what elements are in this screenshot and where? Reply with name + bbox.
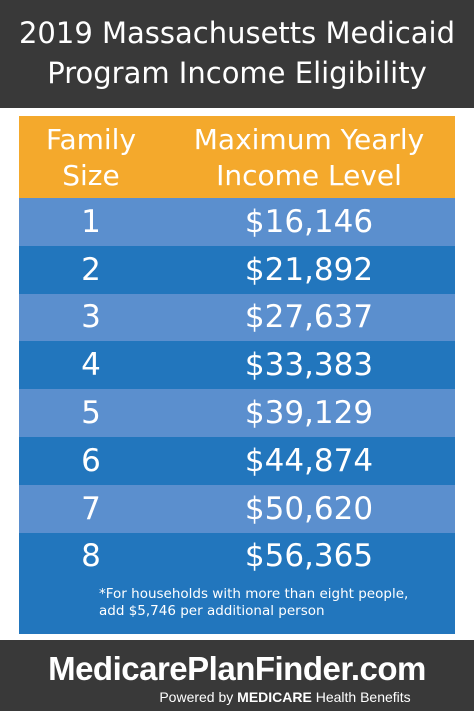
footnote: *For households with more than eight peo… <box>19 580 455 635</box>
family-size-cell: 4 <box>81 347 101 384</box>
family-size-cell: 2 <box>81 251 101 288</box>
income-cell: $33,383 <box>244 347 374 384</box>
table-row: 4 $33,383 <box>19 341 455 390</box>
income-cell: $27,637 <box>244 299 374 336</box>
family-size-cell: 6 <box>81 442 101 479</box>
income-cell: $16,146 <box>244 203 374 240</box>
eligibility-table: Family Size Maximum Yearly Income Level … <box>19 116 455 635</box>
title-line-1: 2019 Massachusetts Medicaid <box>18 16 456 50</box>
income-cell: $39,129 <box>244 395 374 432</box>
footnote-line-2: add $5,746 per additional person <box>99 603 325 620</box>
table-row: 3 $27,637 <box>19 293 455 342</box>
table-row: 8 $56,365 <box>19 532 455 581</box>
table-row: 5 $39,129 <box>19 389 455 437</box>
family-size-cell: 8 <box>81 538 101 575</box>
family-size-cell: 1 <box>81 203 101 240</box>
table-row: 2 $21,892 <box>19 245 455 294</box>
family-size-cell: 7 <box>81 490 101 527</box>
table-row: 6 $44,874 <box>19 436 455 485</box>
footnote-line-1: *For households with more than eight peo… <box>99 586 409 603</box>
table-header: Family Size Maximum Yearly Income Level <box>19 116 455 198</box>
income-cell: $50,620 <box>244 490 374 527</box>
header-max-income: Maximum Yearly Income Level <box>193 123 425 192</box>
table-row: 7 $50,620 <box>19 484 455 533</box>
income-cell: $44,874 <box>244 442 374 479</box>
brand-footer: MedicarePlanFinder.com Powered by MEDICA… <box>0 640 474 711</box>
page-title: 2019 Massachusetts Medicaid Program Inco… <box>0 0 474 108</box>
brand-logo: MedicarePlanFinder.com <box>48 650 426 687</box>
income-cell: $21,892 <box>244 251 374 288</box>
table-row: 1 $16,146 <box>19 198 455 246</box>
family-size-cell: 5 <box>81 395 101 432</box>
header-family-size: Family Size <box>45 123 137 192</box>
income-cell: $56,365 <box>244 538 374 575</box>
title-line-2: Program Income Eligibility <box>47 56 427 90</box>
family-size-cell: 3 <box>81 299 101 336</box>
brand-tagline: Powered by MEDICARE Health Benefits <box>159 689 411 705</box>
